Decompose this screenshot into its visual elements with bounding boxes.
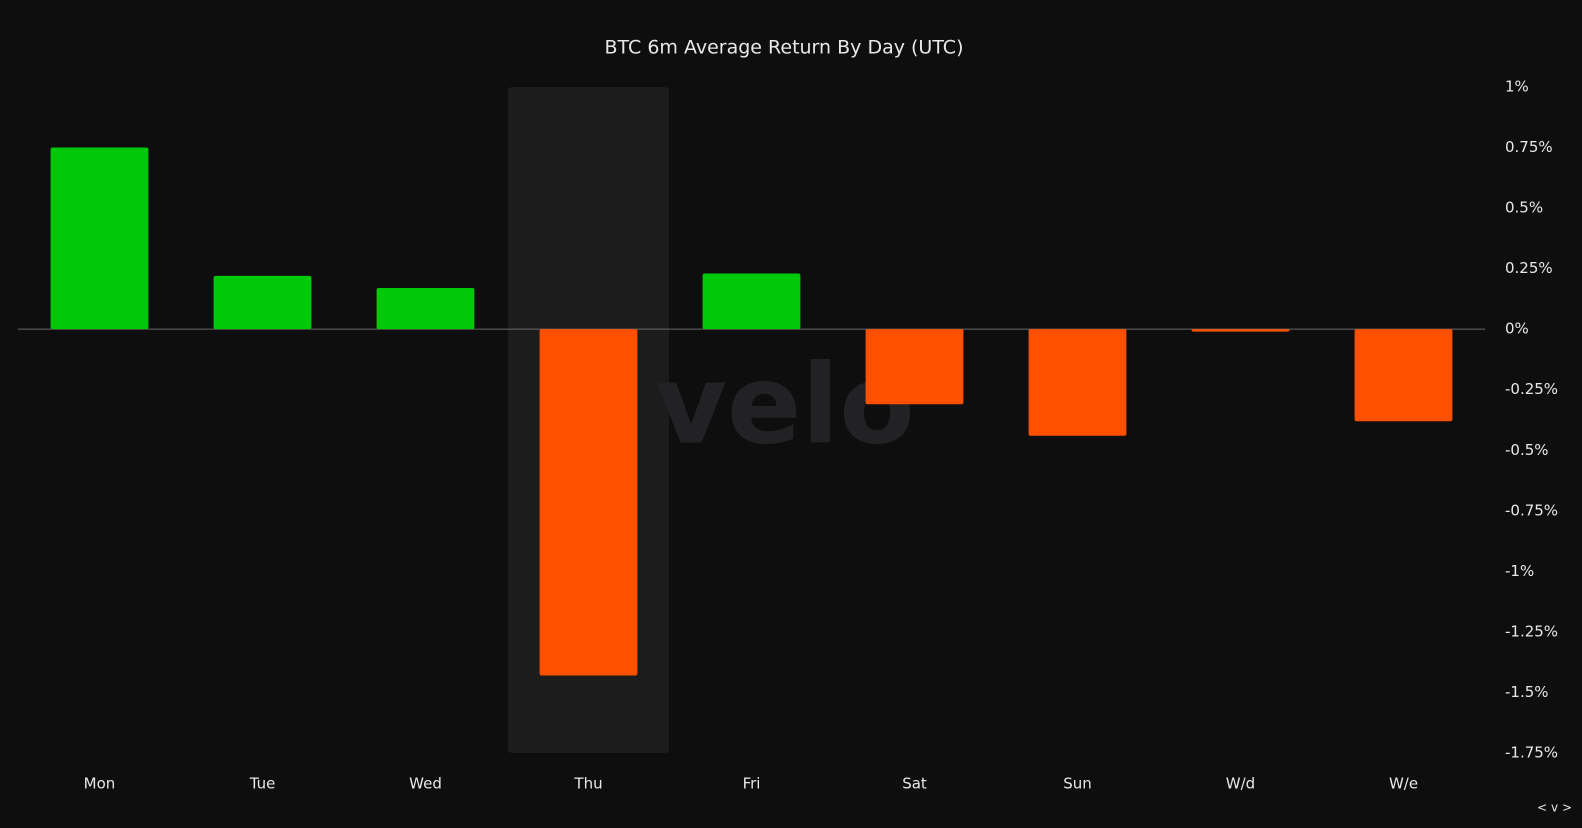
y-tick-label: -1.5% xyxy=(1505,683,1549,701)
x-tick-label: Fri xyxy=(743,775,761,793)
y-tick-label: 0.5% xyxy=(1505,199,1543,217)
bar xyxy=(1354,329,1453,422)
chart-title: BTC 6m Average Return By Day (UTC) xyxy=(605,37,964,59)
y-tick-label: -1% xyxy=(1505,562,1534,580)
bar xyxy=(50,147,149,330)
bar xyxy=(539,329,638,676)
y-tick-label: 1% xyxy=(1505,78,1529,96)
bar xyxy=(1028,329,1127,436)
y-tick-label: -1.25% xyxy=(1505,622,1558,640)
bar xyxy=(1191,329,1290,332)
y-tick-label: 0.75% xyxy=(1505,138,1553,156)
bar xyxy=(376,288,475,330)
x-tick-label: Sat xyxy=(902,775,927,793)
x-tick-label: Mon xyxy=(84,775,116,793)
x-tick-label: Tue xyxy=(249,775,276,793)
x-tick-label: W/d xyxy=(1226,775,1255,793)
nav-control[interactable]: < v > xyxy=(1537,801,1572,815)
bar xyxy=(865,329,964,405)
x-tick-label: Sun xyxy=(1063,775,1092,793)
y-tick-label: -0.5% xyxy=(1505,441,1549,459)
y-tick-label: 0.25% xyxy=(1505,259,1553,277)
x-tick-label: Thu xyxy=(573,775,602,793)
x-tick-label: Wed xyxy=(409,775,442,793)
bar xyxy=(702,273,801,330)
y-tick-label: -0.25% xyxy=(1505,380,1558,398)
bar xyxy=(213,275,312,330)
x-tick-label: W/e xyxy=(1389,775,1418,793)
y-tick-label: 0% xyxy=(1505,320,1529,338)
y-tick-label: -0.75% xyxy=(1505,501,1558,519)
y-tick-label: -1.75% xyxy=(1505,744,1558,762)
